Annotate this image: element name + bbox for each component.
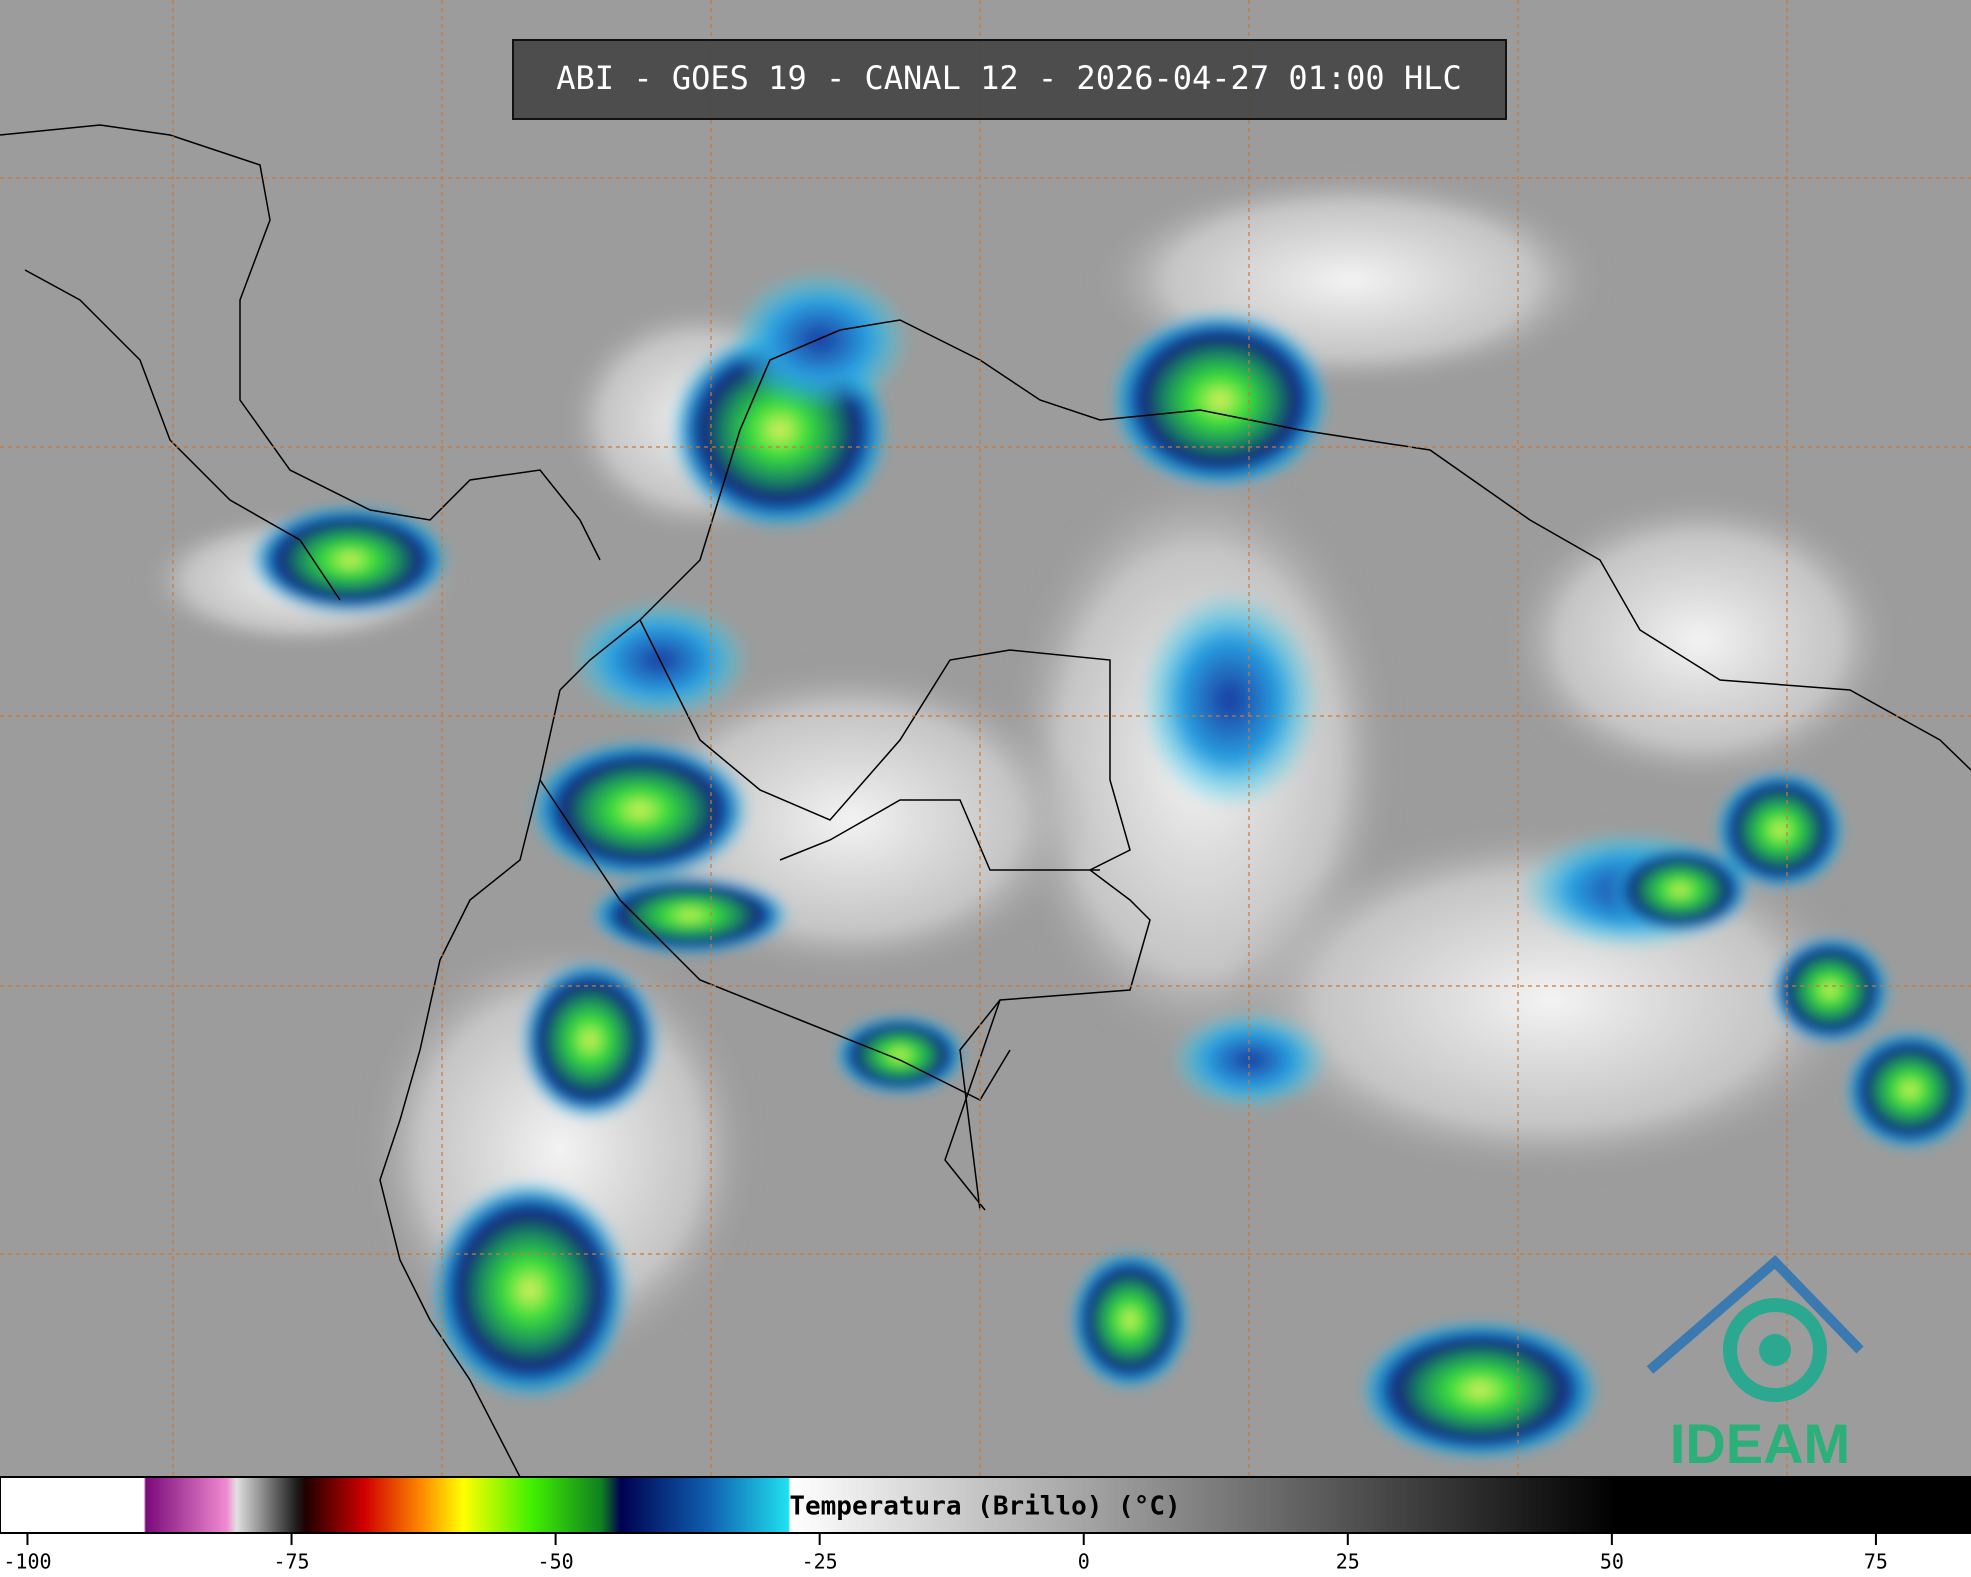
title: ABI - GOES 19 - CANAL 12 - 2026-04-27 01…	[556, 59, 1461, 97]
title-box	[512, 39, 1507, 120]
tick-label: -75	[273, 1550, 309, 1574]
tick-label: 0	[1078, 1550, 1090, 1574]
tick-label: -100	[3, 1550, 51, 1574]
colorbar-ticks: -100 -75 -50 -25 0 25 50 75	[3, 1533, 1888, 1574]
lat-lon-grid	[0, 0, 1971, 1477]
colorbar	[0, 1476, 1971, 1534]
tick-label: -50	[538, 1550, 574, 1574]
logo-eye	[1759, 1334, 1791, 1366]
logo-text: IDEAM	[1670, 1412, 1850, 1475]
tick-label: 25	[1336, 1550, 1360, 1574]
logo-swirl	[1723, 1298, 1827, 1402]
colorbar-label: Temperatura (Brillo) (°C)	[789, 1492, 1180, 1522]
logo-roof	[1646, 1255, 1864, 1374]
tick-label: 50	[1600, 1550, 1624, 1574]
logo: IDEAM	[1646, 1255, 1864, 1475]
tick-label: 75	[1864, 1550, 1888, 1574]
tick-label: -25	[802, 1550, 838, 1574]
cloud-field	[140, 170, 1971, 1460]
